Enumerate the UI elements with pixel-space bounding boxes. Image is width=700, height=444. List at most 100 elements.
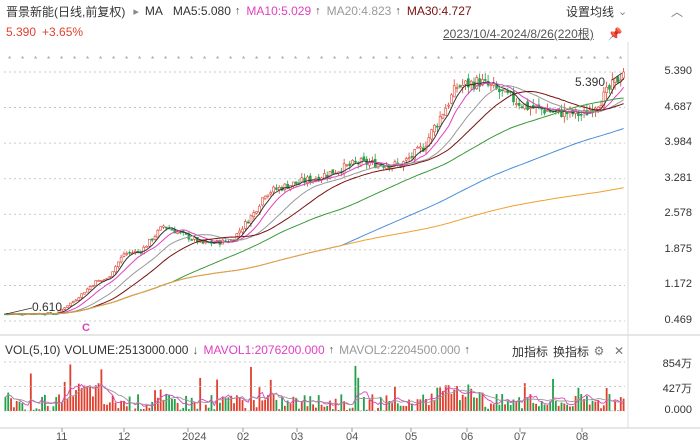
candle-body bbox=[483, 79, 487, 81]
candle-body bbox=[433, 125, 436, 133]
volume-bar bbox=[92, 396, 94, 411]
volume-bar bbox=[456, 386, 458, 411]
volume-bar bbox=[490, 403, 492, 411]
volume-bar bbox=[4, 397, 7, 411]
candle-body bbox=[165, 226, 168, 229]
volume-bar bbox=[523, 383, 526, 411]
ma5-up-icon: ↑ bbox=[234, 5, 241, 17]
candle-body bbox=[91, 285, 95, 288]
candle-body bbox=[447, 104, 450, 107]
close-icon[interactable]: ✕ bbox=[613, 344, 625, 358]
candle-body bbox=[515, 103, 518, 105]
candle-body bbox=[145, 245, 148, 248]
candle-body bbox=[156, 229, 160, 238]
marker-dot: * bbox=[437, 55, 440, 64]
volume-bar bbox=[292, 396, 295, 411]
switch-indicator-button[interactable]: 换指标 bbox=[553, 345, 590, 359]
volume-bar bbox=[557, 405, 560, 411]
candle-body bbox=[354, 160, 357, 163]
volume-bar bbox=[487, 408, 490, 411]
volume-bar bbox=[238, 397, 241, 411]
mavol2-up-icon: ↑ bbox=[464, 344, 470, 356]
volume-bar bbox=[348, 408, 351, 411]
volume-bar bbox=[470, 388, 473, 411]
ma-line-20 bbox=[5, 85, 624, 315]
candle-body bbox=[458, 85, 462, 88]
marker-dot: * bbox=[359, 55, 362, 64]
marker-dot: * bbox=[541, 55, 544, 64]
volume-bar bbox=[563, 403, 566, 411]
volume-bar bbox=[571, 406, 574, 411]
marker-dot: * bbox=[320, 55, 323, 64]
marker-dot: * bbox=[606, 55, 609, 64]
volume-bar bbox=[583, 399, 585, 411]
candle-body bbox=[342, 163, 346, 174]
marker-dot: * bbox=[424, 55, 427, 64]
candle-body bbox=[382, 166, 385, 168]
candle-body bbox=[348, 163, 352, 166]
volume-bar bbox=[597, 399, 600, 411]
volume-bar bbox=[250, 366, 252, 411]
ma-line-5 bbox=[5, 78, 624, 315]
volume-bar bbox=[111, 395, 114, 411]
volume-bar bbox=[171, 398, 173, 411]
add-indicator-button[interactable]: 加指标 bbox=[512, 345, 549, 359]
candle-body bbox=[201, 239, 205, 244]
volume-bar bbox=[402, 405, 405, 411]
candle-body bbox=[616, 76, 620, 83]
collapse-chevron-icon[interactable]: ︿ bbox=[670, 4, 683, 19]
candle-body bbox=[500, 89, 504, 91]
candle-body bbox=[162, 225, 165, 228]
marker-dot: * bbox=[398, 55, 401, 64]
volume-bar bbox=[617, 410, 619, 411]
gear-icon[interactable]: ⚙ bbox=[593, 344, 605, 358]
pin-icon[interactable]: 📌 bbox=[607, 27, 623, 41]
volume-bar bbox=[526, 397, 529, 411]
candle-body bbox=[60, 308, 64, 312]
candle-body bbox=[464, 80, 467, 85]
volume-bar bbox=[619, 397, 622, 411]
volume-bar bbox=[134, 408, 137, 411]
volume-bar bbox=[379, 397, 382, 411]
candle-body bbox=[560, 109, 563, 117]
volume-bar bbox=[518, 397, 521, 411]
ma-settings-label: 设置均线 bbox=[566, 4, 615, 19]
candle-body bbox=[478, 78, 481, 87]
volume-bar bbox=[320, 404, 323, 411]
volume-bar bbox=[258, 387, 261, 411]
volume-bar bbox=[86, 386, 89, 411]
price-tick-label: 4.687 bbox=[664, 100, 692, 113]
event-marker-icon[interactable]: C bbox=[82, 322, 90, 334]
candle-body bbox=[283, 183, 287, 191]
month-tick-label: 12 bbox=[118, 431, 131, 443]
candle-body bbox=[546, 109, 549, 112]
volume-bar bbox=[453, 389, 456, 411]
volume-bar bbox=[382, 410, 385, 411]
ma-line-120 bbox=[5, 128, 624, 315]
marker-dot: * bbox=[385, 55, 388, 64]
candle-body bbox=[410, 156, 414, 158]
low-pointer bbox=[5, 307, 33, 315]
candle-body bbox=[85, 288, 89, 293]
volume-tick-label: 0.000 bbox=[664, 404, 692, 416]
ma20-value: MA20:4.823 bbox=[326, 4, 392, 18]
ma-settings-button[interactable]: 设置均线 ⌄ bbox=[566, 0, 627, 22]
candle-body bbox=[543, 109, 546, 114]
more-arrow-icon[interactable]: ▸ bbox=[133, 5, 139, 18]
date-range[interactable]: 2023/10/4-2024/8/26(220根) bbox=[443, 27, 594, 41]
candle-body bbox=[362, 156, 366, 161]
volume-bar bbox=[543, 404, 546, 411]
volume-bar bbox=[272, 394, 275, 411]
volume-bar bbox=[148, 407, 151, 411]
volume-bar bbox=[35, 408, 38, 411]
marker-dot: * bbox=[281, 55, 284, 64]
volume-bar bbox=[329, 400, 331, 411]
volume-bar bbox=[608, 394, 611, 411]
marker-dot: * bbox=[138, 55, 141, 64]
volume-bar bbox=[24, 409, 27, 411]
volume-bars bbox=[4, 364, 625, 411]
volume-bar bbox=[444, 385, 447, 411]
marker-dot: * bbox=[21, 55, 24, 64]
candle-body bbox=[66, 305, 69, 308]
